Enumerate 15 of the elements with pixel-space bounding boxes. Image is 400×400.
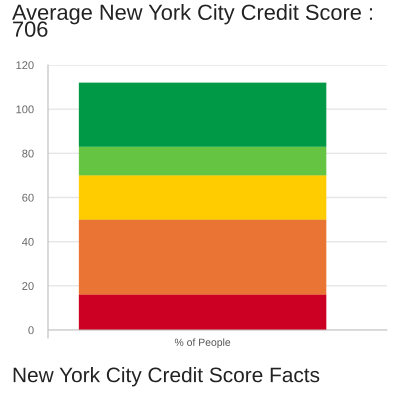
bar [78,294,326,330]
y-tick-label: 60 [22,194,34,202]
bar [78,82,326,147]
y-tick-label: 0 [28,326,34,334]
text: New York City Credit Score Facts [14,367,320,386]
bar [78,175,326,220]
x-tick-label: % of People [174,338,230,348]
y-tick-label: 120 [16,61,34,70]
bar [78,220,326,295]
chart-title: Average New York City Credit Score : 706 [12,4,372,37]
y-tick-label: 80 [22,150,34,158]
y-tick-label: 100 [16,105,34,114]
bar [78,146,326,176]
y-tick-label: 20 [22,282,34,290]
y-tick-label: 40 [22,238,34,246]
